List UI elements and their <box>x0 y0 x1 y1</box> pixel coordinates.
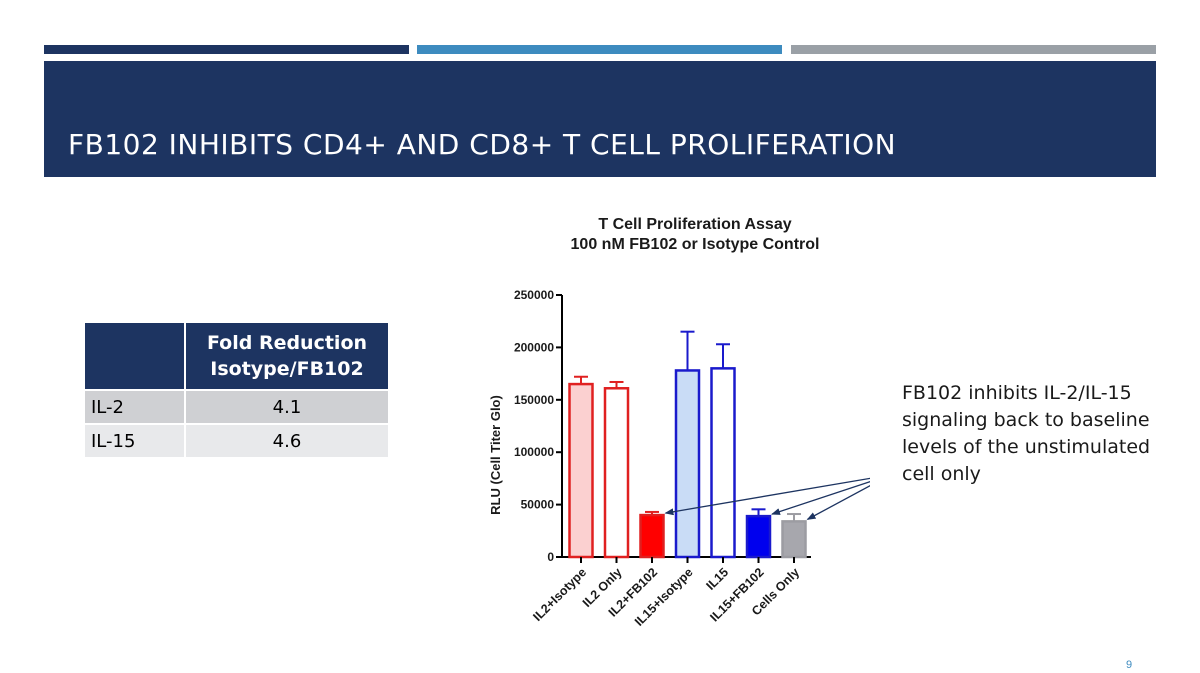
row-label: IL-2 <box>85 390 186 425</box>
chart-title: T Cell Proliferation Assay <box>598 216 791 233</box>
y-tick-label: 200000 <box>514 340 554 354</box>
accent-bar-dark <box>44 45 409 54</box>
accent-bar-gray <box>791 45 1156 54</box>
y-tick-label: 0 <box>547 550 554 564</box>
table-header-fold: Fold Reduction Isotype/FB102 <box>185 323 390 391</box>
row-value: 4.1 <box>185 390 390 425</box>
bar <box>781 520 807 559</box>
table-header-empty <box>85 323 186 391</box>
bar <box>745 514 772 559</box>
y-tick-label: 50000 <box>521 498 555 512</box>
header-line-1: Fold Reduction <box>206 332 368 354</box>
row-label: IL-15 <box>85 424 186 459</box>
bar <box>603 387 630 559</box>
callout-arrow <box>806 485 870 520</box>
bar <box>639 513 665 559</box>
callout-text: FB102 inhibits IL-2/IL-15 signaling back… <box>902 382 1151 485</box>
bar <box>674 369 701 559</box>
fold-reduction-table: Fold Reduction Isotype/FB102 IL-2 4.1 IL… <box>85 323 390 459</box>
title-band: FB102 INHIBITS CD4+ AND CD8+ T CELL PROL… <box>44 61 1156 177</box>
x-tick-label: IL15 <box>704 565 732 593</box>
slide-title: FB102 INHIBITS CD4+ AND CD8+ T CELL PROL… <box>68 128 897 161</box>
row-value: 4.6 <box>185 424 390 459</box>
proliferation-bar-chart: T Cell Proliferation Assay 100 nM FB102 … <box>488 216 870 629</box>
callout-arrow <box>664 477 870 516</box>
table-row: IL-15 4.6 <box>85 424 390 459</box>
y-tick-label: 150000 <box>514 393 554 407</box>
table-header-row: Fold Reduction Isotype/FB102 <box>85 323 390 391</box>
x-tick-label: IL2+Isotype <box>530 565 589 624</box>
table-row: IL-2 4.1 <box>85 390 390 425</box>
bar <box>710 367 736 559</box>
bar <box>568 382 594 559</box>
chart-subtitle: 100 nM FB102 or Isotype Control <box>571 236 820 253</box>
page-number: 9 <box>1126 659 1133 671</box>
y-axis-label: RLU (Cell Titer Glo) <box>488 395 503 515</box>
header-line-2: Isotype/FB102 <box>210 358 364 380</box>
callout-arrow <box>771 480 870 515</box>
y-tick-label: 100000 <box>514 445 554 459</box>
y-tick-label: 250000 <box>514 288 554 302</box>
accent-bar-blue <box>417 45 782 54</box>
